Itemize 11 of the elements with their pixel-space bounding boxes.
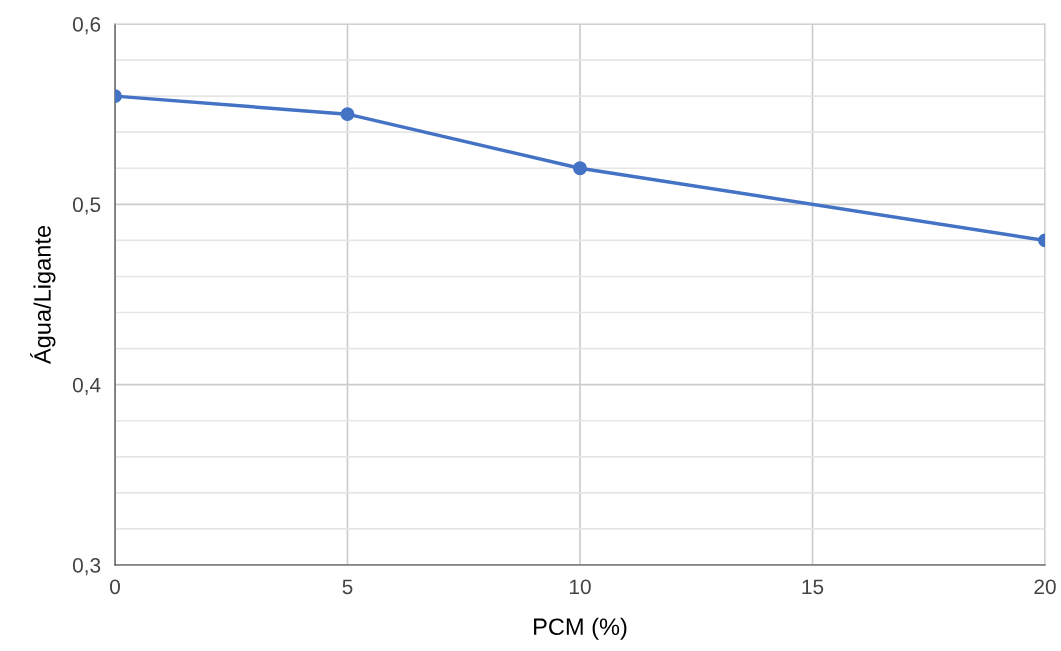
x-tick-label: 10	[570, 579, 591, 595]
y-axis-title: Água/Ligante	[30, 225, 56, 365]
y-tick-label: 0,5	[72, 197, 101, 215]
y-tick-label: 0,4	[72, 377, 101, 395]
x-axis-title: PCM (%)	[534, 617, 627, 640]
x-tick-label: 5	[342, 579, 353, 595]
y-tick-label: 0,6	[72, 17, 101, 35]
x-tick-label: 20	[1034, 579, 1056, 595]
x-tick-label: 15	[802, 579, 824, 595]
y-tick-label: 0,3	[72, 558, 101, 576]
x-tick-label: 0	[110, 579, 120, 595]
